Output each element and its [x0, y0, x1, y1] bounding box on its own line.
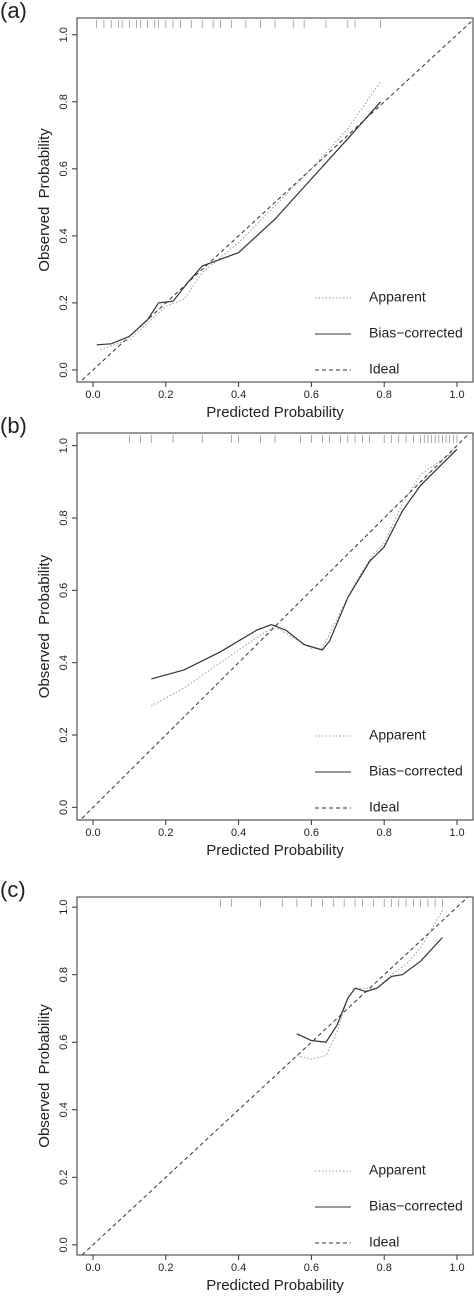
y-tick-label: 0.8: [58, 94, 70, 109]
series-line: [81, 897, 469, 1255]
x-tick-label: 0.0: [85, 389, 100, 401]
panel-label: (a): [0, 0, 27, 23]
panel: (b) 0.0 0.2 0.4 0.6 0.8 1.0 0.0 0.2 0.4 0.6 0.8 1.0 P…: [0, 413, 474, 859]
y-tick-label: 0.8: [58, 967, 70, 982]
x-tick-label: 0.4: [231, 827, 246, 839]
legend-label: Bias−corrected: [369, 325, 463, 341]
series-line: [100, 81, 382, 351]
y-tick-label: 0.6: [58, 583, 70, 598]
legend-label: Bias−corrected: [369, 1198, 463, 1214]
x-tick-label: 0.0: [85, 827, 100, 839]
y-axis-label: Observed Probability: [36, 1004, 53, 1148]
y-axis-label: Observed Probability: [36, 128, 53, 272]
y-tick-label: 1.0: [58, 899, 70, 914]
panel-label: (c): [0, 877, 26, 902]
x-tick-label: 0.6: [304, 389, 319, 401]
x-tick-label: 0.8: [377, 1262, 392, 1274]
x-tick-label: 0.8: [377, 389, 392, 401]
legend-label: Ideal: [369, 361, 399, 377]
x-tick-label: 0.2: [158, 389, 173, 401]
series-line: [151, 448, 458, 707]
x-tick-label: 1.0: [449, 827, 464, 839]
y-tick-label: 0.0: [58, 362, 70, 377]
y-tick-label: 1.0: [58, 27, 70, 42]
plot-box: [76, 17, 474, 383]
legend-label: Ideal: [369, 1234, 399, 1250]
y-tick-label: 0.2: [58, 1170, 70, 1185]
y-tick-label: 0.6: [58, 1035, 70, 1050]
x-tick-label: 1.0: [449, 1262, 464, 1274]
x-tick-label: 0.4: [231, 389, 246, 401]
x-tick-label: 0.0: [85, 1262, 100, 1274]
panel-label: (b): [0, 413, 27, 438]
panel: (c) 0.0 0.2 0.4 0.6 0.8 1.0 0.0 0.2 0.4 0.6 0.8 1.0 P…: [0, 877, 474, 1294]
legend-label: Bias−corrected: [369, 763, 463, 779]
y-tick-label: 0.2: [58, 295, 70, 310]
plot-box: [76, 432, 474, 821]
x-axis-label: Predicted Probability: [206, 842, 344, 859]
series-line: [96, 101, 382, 346]
y-tick-label: 0.4: [58, 228, 70, 243]
x-tick-label: 1.0: [449, 389, 464, 401]
plot-box: [76, 896, 474, 1256]
x-tick-label: 0.2: [158, 1262, 173, 1274]
y-tick-label: 0.2: [58, 727, 70, 742]
legend-label: Apparent: [369, 727, 426, 743]
y-tick-label: 0.0: [58, 1237, 70, 1252]
y-tick-label: 0.6: [58, 161, 70, 176]
x-tick-label: 0.6: [304, 1262, 319, 1274]
legend-label: Apparent: [369, 1162, 426, 1178]
x-axis-label: Predicted Probability: [206, 1277, 344, 1294]
series-line: [296, 937, 443, 1043]
series-line: [79, 19, 473, 382]
x-tick-label: 0.4: [231, 1262, 246, 1274]
series-line: [296, 910, 443, 1060]
y-tick-label: 0.4: [58, 655, 70, 670]
y-tick-label: 0.4: [58, 1102, 70, 1117]
legend-label: Ideal: [369, 799, 399, 815]
y-tick-label: 0.8: [58, 510, 70, 525]
x-tick-label: 0.2: [158, 827, 173, 839]
y-tick-label: 1.0: [58, 438, 70, 453]
x-axis-label: Predicted Probability: [206, 404, 344, 421]
series-line: [151, 448, 458, 680]
panel: (a) 0.0 0.2 0.4 0.6 0.8 1.0 0.0 0.2 0.4 0.6 0.8 1.0 P…: [0, 0, 474, 421]
x-tick-label: 0.8: [377, 827, 392, 839]
y-axis-label: Observed Probability: [36, 554, 53, 698]
y-tick-label: 0.0: [58, 800, 70, 815]
legend-label: Apparent: [369, 289, 426, 305]
x-tick-label: 0.6: [304, 827, 319, 839]
series-line: [79, 433, 471, 820]
